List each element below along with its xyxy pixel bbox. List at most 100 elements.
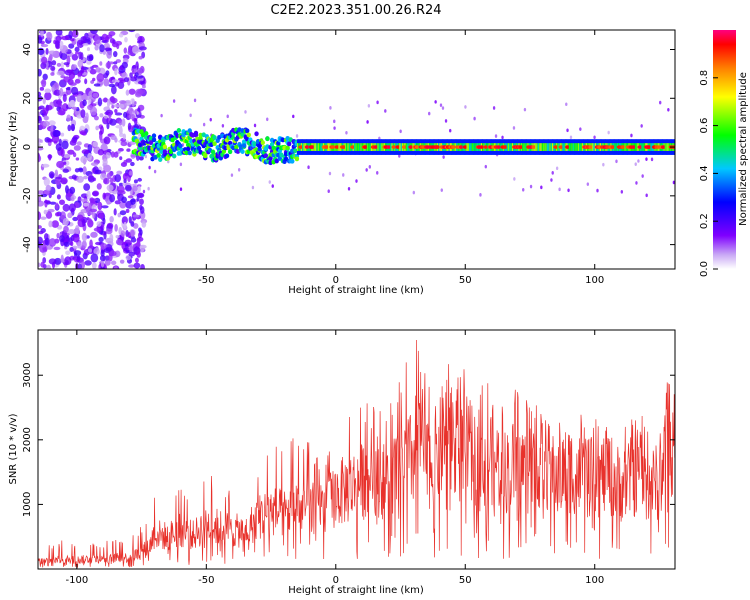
spectrogram-cell	[85, 37, 91, 42]
spectrogram-cell	[57, 110, 66, 116]
spectrogram-cell	[494, 134, 498, 138]
spectrogram-cell	[80, 198, 88, 202]
spectrogram-cell	[130, 237, 137, 243]
spectrogram-cell	[59, 199, 66, 205]
spectrogram-cell	[562, 143, 565, 151]
spectrogram-cell	[193, 130, 199, 136]
spectrogram-cell	[151, 137, 157, 143]
spectrogram-cell	[641, 143, 644, 151]
spectrogram-cell	[303, 143, 306, 151]
spectrogram-cell	[108, 113, 112, 118]
spectrogram-cell	[118, 100, 127, 104]
spectrogram-cell	[44, 91, 52, 101]
spectrogram-cell	[38, 68, 42, 77]
spectrogram-cell	[45, 185, 52, 192]
spectrogram-cell	[114, 137, 118, 143]
spectrogram-cell	[38, 196, 42, 203]
spectrogram-cell	[103, 136, 111, 145]
spectrogram-cell	[129, 244, 133, 253]
spectrogram-cell	[317, 143, 320, 151]
spectrogram-cell	[320, 143, 323, 151]
spectrogram-cell	[342, 173, 345, 177]
spectrogram-cell	[94, 45, 99, 51]
spectrogram-cell	[63, 225, 69, 234]
spectrogram-cell	[40, 62, 47, 70]
colorbar-gradient	[713, 30, 736, 269]
spectrogram-cell	[69, 186, 76, 194]
spectrogram-cell	[92, 92, 99, 98]
spectrogram-cell	[77, 263, 82, 269]
spectrogram-cell	[115, 234, 120, 239]
spectrogram-cell	[479, 193, 482, 197]
x-tick-label: -100	[65, 275, 88, 286]
spectrogram-cell	[386, 145, 392, 149]
spectrogram-cell	[118, 182, 124, 187]
spectrogram-cell	[125, 89, 130, 96]
spectrogram-cell	[237, 167, 241, 172]
spectrogram-cell	[246, 132, 251, 138]
spectrogram-cell	[96, 73, 105, 83]
spectrogram-cell	[87, 104, 93, 111]
spectrogram-cell	[234, 144, 239, 150]
spectrogram-cell	[330, 145, 336, 149]
spectrogram-cell	[664, 143, 667, 151]
spectrogram-cell	[114, 200, 121, 205]
spectrogram-cell	[138, 156, 144, 161]
spectrogram-cell	[185, 146, 191, 152]
spectrogram-cell	[391, 145, 397, 149]
spectrogram-cell	[120, 141, 128, 147]
spectrogram-cell	[395, 145, 401, 149]
spectrogram-cell	[555, 166, 559, 171]
spectrogram-cell	[650, 157, 654, 162]
spectrogram-cell	[52, 129, 61, 138]
spectrogram-cell	[116, 185, 125, 193]
spectrogram-cell	[40, 216, 47, 220]
spectrogram-cell	[132, 223, 139, 229]
spectrogram-cell	[563, 143, 566, 151]
spectrogram-cell	[46, 31, 53, 41]
spectrogram-cell	[90, 253, 99, 263]
spectrogram-cell	[48, 220, 53, 228]
spectrogram-cell	[546, 143, 550, 151]
y-tick-label: 3000	[22, 362, 33, 387]
spectrogram-cell	[167, 159, 170, 164]
spectrogram-cell	[634, 143, 638, 151]
spectrogram-cell	[113, 61, 118, 65]
spectrogram-cell	[373, 145, 379, 149]
spectrogram-cell	[113, 151, 119, 158]
spectrogram-cell	[484, 164, 487, 169]
spectrogram-cell	[103, 177, 110, 185]
spectrogram-cell	[274, 158, 279, 164]
spectrogram-cell	[266, 117, 269, 122]
spectrogram-cell	[156, 152, 161, 158]
spectrogram-cell	[96, 183, 102, 190]
spectrogram-y-ticks: -40 -20 0 20 40	[22, 43, 675, 253]
spectrogram-cell	[102, 158, 108, 166]
spectrogram-cell	[115, 59, 122, 63]
spectrogram-cell	[111, 97, 118, 104]
spectrogram-cell	[67, 149, 75, 155]
spectrogram-cell	[65, 185, 69, 194]
spectrogram-cell	[650, 143, 653, 151]
spectrogram-cell	[91, 64, 99, 68]
spectrogram-cell	[659, 100, 662, 105]
spectrogram-cell	[38, 153, 41, 162]
spectrogram-cell	[82, 166, 87, 175]
spectrogram-cell	[345, 130, 348, 135]
x-tick-label: -100	[65, 575, 88, 586]
spectrogram-cell	[558, 187, 561, 192]
spectrogram-cell	[109, 233, 114, 242]
spectrogram-cell	[113, 208, 117, 216]
spectrogram-cell	[103, 115, 108, 119]
spectrogram-cell	[96, 221, 102, 227]
spectrogram-cell	[596, 188, 599, 193]
spectrogram-cell	[77, 72, 82, 77]
spectrogram-cell	[579, 143, 582, 151]
spectrogram-cell	[38, 147, 44, 151]
spectrogram-cell	[105, 152, 111, 159]
spectrogram-cell	[86, 190, 91, 200]
spectrogram-cell	[99, 61, 103, 66]
spectrogram-cell	[451, 145, 457, 149]
spectrogram-cell	[124, 77, 130, 83]
spectrogram-cell	[153, 169, 157, 174]
